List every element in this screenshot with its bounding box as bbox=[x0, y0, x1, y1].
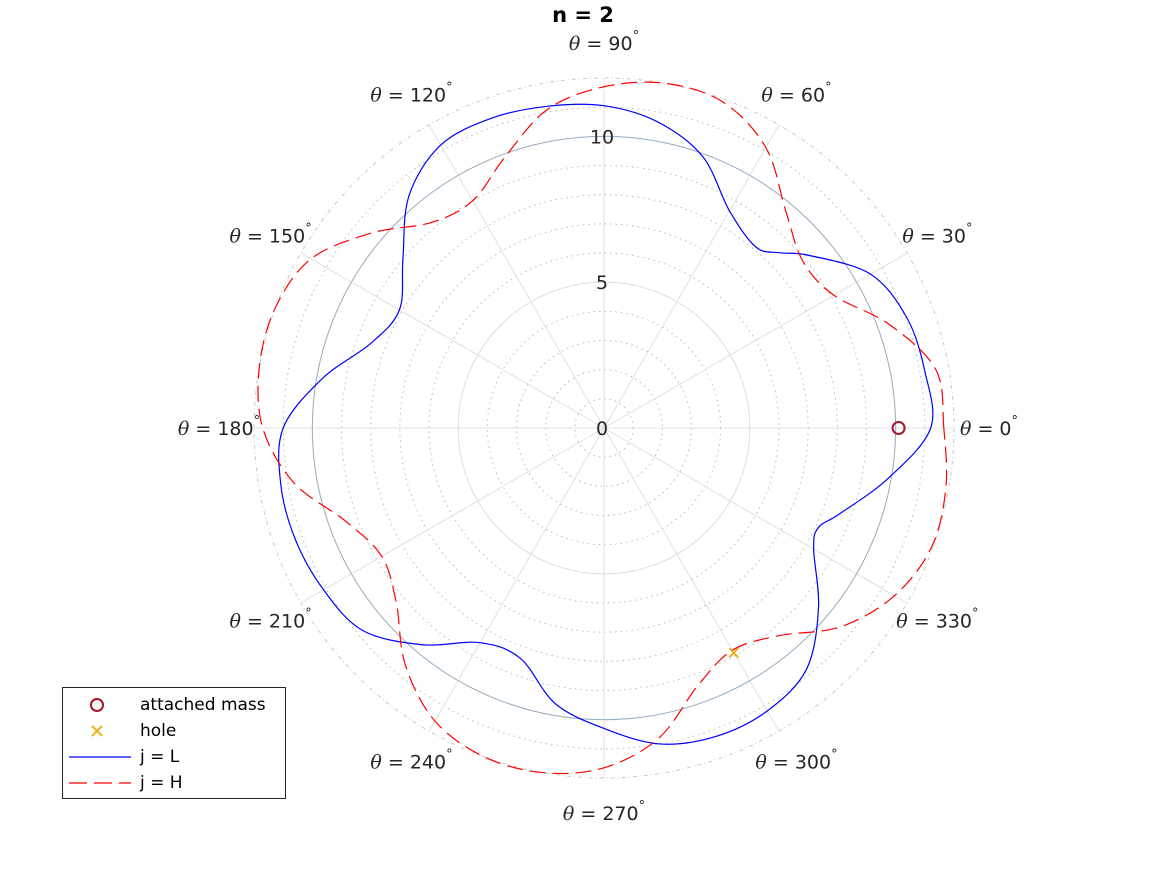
angle-tick-label: θ = 0° bbox=[960, 414, 1018, 440]
radial-spoke bbox=[603, 124, 780, 429]
angle-tick-label: θ = 120° bbox=[370, 81, 452, 107]
legend-symbol-hole bbox=[91, 725, 103, 737]
radial-spoke bbox=[300, 427, 605, 604]
legend-symbol-j-h bbox=[69, 782, 131, 784]
series-line-j-l bbox=[278, 103, 934, 745]
angle-tick-label: θ = 60° bbox=[761, 81, 831, 107]
axis-label-layer: 0 5 10 θ = 0° θ = 30° θ = 60° θ = 90° θ = 120° θ… bbox=[178, 29, 1018, 825]
legend-item-j-l: j = L bbox=[63, 745, 285, 771]
marker-attached-mass bbox=[891, 421, 906, 435]
angle-tick-label: θ = 270° bbox=[563, 799, 645, 825]
radial-tick-label: 0 bbox=[596, 418, 608, 440]
legend-label-hole: hole bbox=[140, 721, 177, 741]
angle-tick-label: θ = 30° bbox=[902, 222, 972, 248]
radial-spoke bbox=[603, 427, 780, 732]
reference-circle bbox=[311, 135, 897, 721]
legend-label-j-l: j = L bbox=[140, 747, 180, 767]
legend-symbol-j-l bbox=[69, 756, 131, 758]
angle-tick-label: θ = 300° bbox=[755, 747, 837, 773]
angle-tick-label: θ = 240° bbox=[370, 747, 452, 773]
angle-tick-label: θ = 150° bbox=[229, 222, 311, 248]
legend-item-attached-mass: attached mass bbox=[63, 693, 285, 719]
series-line-j-h bbox=[257, 81, 948, 775]
legend-item-j-h: j = H bbox=[63, 771, 285, 797]
radial-tick-label: 5 bbox=[596, 272, 608, 294]
radial-spoke bbox=[428, 124, 605, 429]
legend-label-j-h: j = H bbox=[140, 773, 183, 793]
series-layer bbox=[257, 81, 948, 775]
chart-title: n = 2 bbox=[552, 3, 614, 27]
radial-tick-label: 10 bbox=[590, 126, 614, 148]
radial-spoke bbox=[603, 427, 908, 604]
legend: attached mass hole j = L j = H bbox=[62, 687, 286, 799]
angle-tick-label: θ = 330° bbox=[896, 607, 978, 633]
radial-spoke bbox=[428, 427, 605, 732]
reference-circle-layer bbox=[311, 135, 897, 721]
angle-tick-label: θ = 210° bbox=[229, 607, 311, 633]
legend-label-attached-mass: attached mass bbox=[140, 695, 266, 715]
angle-tick-label: θ = 90° bbox=[569, 29, 639, 55]
legend-symbol-attached-mass bbox=[90, 698, 104, 712]
angle-tick-label: θ = 180° bbox=[178, 414, 260, 440]
radial-spoke bbox=[300, 252, 605, 429]
legend-item-hole: hole bbox=[63, 719, 285, 745]
radial-spoke bbox=[603, 252, 908, 429]
marker-hole bbox=[728, 647, 739, 659]
